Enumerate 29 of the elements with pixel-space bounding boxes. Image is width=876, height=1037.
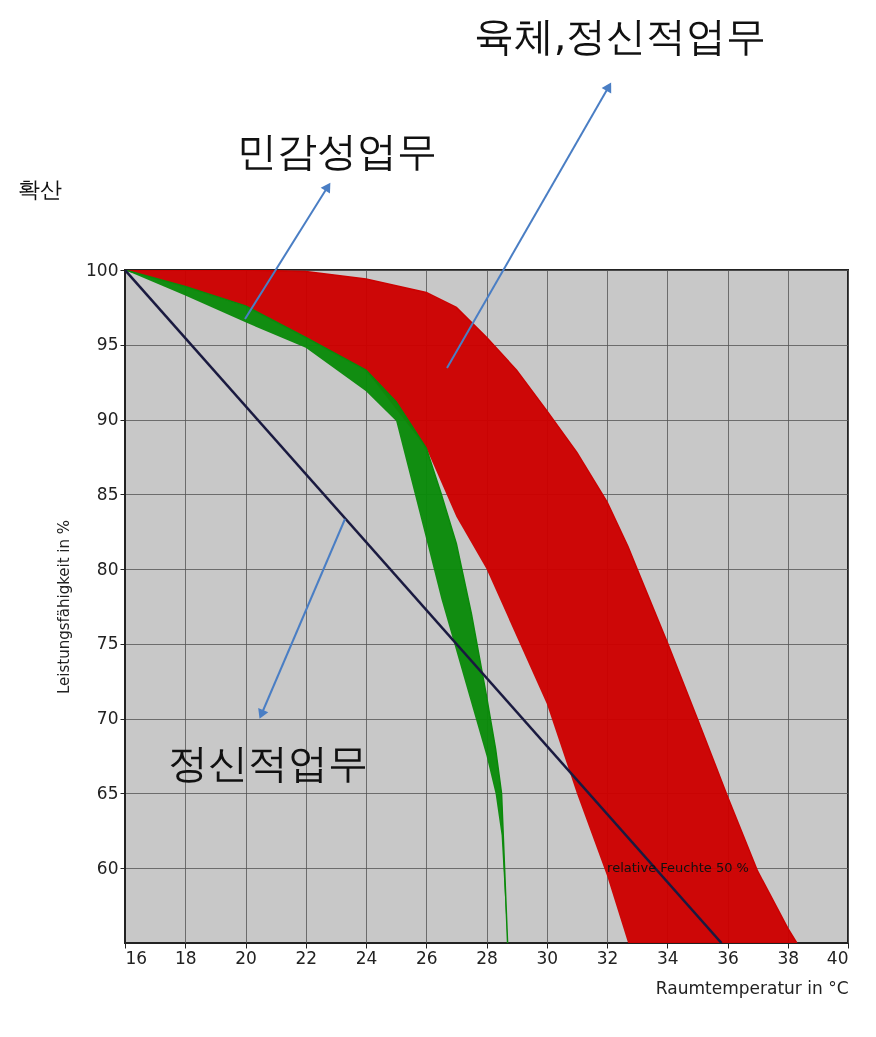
x-tick-label: 16 <box>125 947 148 968</box>
x-tick-label: 36 <box>717 947 739 968</box>
annotation: relative Feuchte 50 % <box>607 860 749 875</box>
annotation: 정신적업무 <box>168 740 368 786</box>
x-tick-label: 34 <box>656 947 679 968</box>
text: 확산 <box>18 177 62 202</box>
y-tick-label: 85 <box>96 483 119 504</box>
y-tick-label: 75 <box>96 633 119 654</box>
x-tick-label: 30 <box>536 947 559 968</box>
y-tick-label: 100 <box>86 259 119 280</box>
x-tick-label: 24 <box>355 947 378 968</box>
y-axis-title: Leistungsfähigkeit in % <box>55 519 74 695</box>
text: 민감성업무 <box>237 128 437 174</box>
x-tick-label: 32 <box>596 947 619 968</box>
y-tick-label: 95 <box>96 334 119 355</box>
text: 육체,정신적업무 <box>473 13 767 59</box>
y-tick-label: 65 <box>96 782 119 803</box>
y-tick-label: 70 <box>96 708 119 729</box>
x-tick-label: 18 <box>174 947 197 968</box>
x-tick-label: 40 <box>826 947 849 968</box>
x-tick-label: 20 <box>235 947 257 968</box>
y-tick-label: 90 <box>96 409 119 430</box>
x-tick-label: 26 <box>415 947 438 968</box>
y-tick-label: 60 <box>96 857 119 878</box>
x-tick-label: 38 <box>777 947 800 968</box>
x-axis-title: Raumtemperatur in °C <box>655 977 849 998</box>
y-tick-label: 80 <box>96 558 119 579</box>
x-tick-label: 22 <box>295 947 318 968</box>
x-tick-label: 28 <box>476 947 498 968</box>
